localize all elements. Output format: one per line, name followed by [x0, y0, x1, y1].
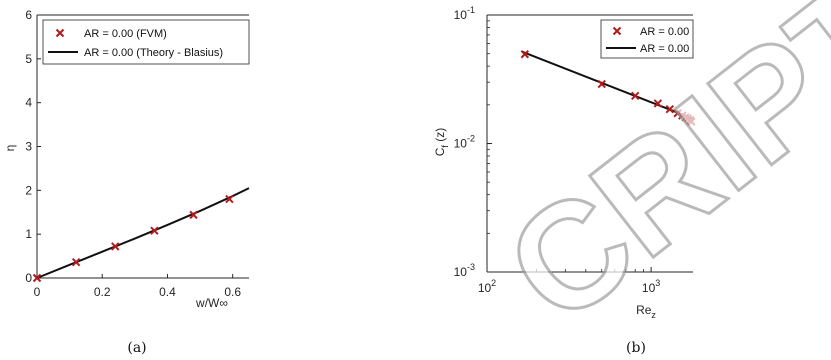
x-axis-label: Rez	[636, 303, 656, 320]
data-point-fvm-stroke-2	[681, 113, 690, 122]
panel-caption-b: (b)	[626, 340, 646, 356]
data-point-fvm-stroke-2	[597, 79, 606, 89]
x-axis-label-sub: z	[651, 310, 656, 320]
legend-label-fvm: AR = 0.00	[640, 26, 689, 38]
x-axis-label: w/W∞	[195, 296, 228, 310]
x-tick-label: 0	[34, 285, 41, 299]
data-point-fvm-stroke-2	[189, 210, 198, 220]
y-tick-label: 10-3	[454, 262, 475, 279]
y-axis-label-sub: f	[440, 145, 450, 148]
legend-box	[42, 19, 250, 65]
data-point-fvm	[32, 273, 42, 283]
data-point-fvm	[665, 104, 675, 114]
y-tick-exponent: -2	[467, 134, 475, 144]
legend-label-theory: AR = 0.00 (Theory - Blasius)	[84, 47, 223, 59]
y-tick-label: 3	[25, 140, 32, 154]
x-tick-exponent: 2	[491, 278, 496, 288]
y-tick-label: 5	[25, 52, 32, 66]
y-tick-label: 1	[25, 227, 32, 241]
legend-marker-fvm-stroke-2	[55, 28, 65, 38]
data-point-fvm	[71, 258, 81, 267]
data-point-fvm	[225, 194, 234, 204]
y-tick-label: 10-2	[454, 134, 475, 151]
data-point-fvm-stroke-2	[630, 91, 640, 101]
data-point-fvm-stroke-2	[71, 258, 81, 267]
y-tick-label: 10-1	[454, 5, 475, 22]
y-tick-base: 10	[454, 8, 468, 22]
legend: AR = 0.00 (FVM) AR = 0.00 (Theory - Blasi…	[42, 19, 250, 65]
x-tick-label: 102	[478, 278, 496, 295]
data-point-fvm-stroke-2	[653, 99, 663, 108]
y-tick-label: 2	[25, 183, 32, 197]
data-point-fvm-stroke-2	[687, 117, 696, 126]
y-axis-label: Cf (z)	[433, 128, 450, 157]
panel-caption-a: (a)	[127, 340, 146, 356]
y-axis-label-main: C	[433, 147, 447, 156]
x-tick-label: 0.2	[94, 285, 111, 299]
y-tick-exponent: -1	[467, 5, 475, 15]
series-line-theory	[36, 187, 250, 279]
data-point-fvm	[653, 99, 663, 108]
data-point-fvm	[597, 79, 606, 89]
data-point-fvm	[111, 242, 120, 251]
x-tick-label: 0.6	[224, 285, 241, 299]
x-tick-base: 10	[478, 281, 492, 295]
data-point-fvm-stroke-2	[678, 111, 687, 120]
x-axis-label-main: Re	[636, 303, 652, 317]
data-point-fvm-stroke-2	[673, 109, 682, 118]
x-tick-label: 0.4	[159, 285, 176, 299]
x-tick-exponent: 3	[655, 278, 660, 288]
y-tick-label: 6	[25, 8, 32, 22]
data-point-fvm	[673, 109, 682, 118]
data-point-fvm	[687, 117, 696, 126]
data-point-fvm-stroke-2	[225, 194, 234, 204]
legend-marker-fvm	[612, 26, 622, 36]
y-axis-label-suffix: (z)	[433, 128, 447, 145]
data-point-fvm-stroke-2	[32, 273, 42, 283]
data-point-fvm-stroke-2	[520, 50, 530, 59]
data-point-fvm-stroke-2	[111, 242, 120, 251]
data-point-fvm	[520, 50, 530, 59]
data-point-fvm	[189, 210, 198, 220]
y-tick-exponent: -3	[467, 262, 475, 272]
y-tick-base: 10	[454, 137, 468, 151]
legend: AR = 0.00 AR = 0.00	[600, 19, 694, 59]
legend-label-fvm: AR = 0.00 (FVM)	[84, 28, 167, 40]
data-point-fvm	[150, 226, 159, 235]
legend-marker-fvm-stroke-2	[612, 26, 622, 36]
legend-marker-fvm	[55, 28, 65, 38]
y-tick-label: 0	[25, 271, 32, 285]
y-tick-base: 10	[454, 265, 468, 279]
y-axis-label: η	[3, 145, 17, 152]
x-tick-label: 103	[642, 278, 660, 295]
data-point-fvm	[630, 91, 640, 101]
y-tick-label: 4	[25, 96, 32, 110]
data-point-fvm-stroke-2	[665, 104, 675, 114]
series-line-theory	[522, 50, 694, 120]
legend-box	[600, 19, 694, 59]
legend-label-theory: AR = 0.00	[640, 43, 689, 55]
data-point-fvm-stroke-2	[150, 226, 159, 235]
x-tick-base: 10	[642, 281, 656, 295]
